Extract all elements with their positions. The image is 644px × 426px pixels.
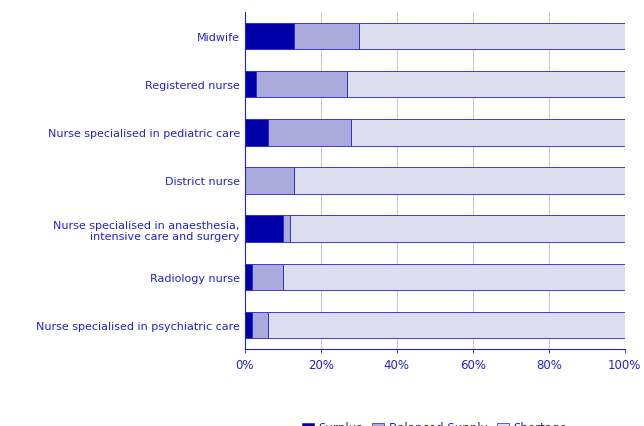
Bar: [245, 23, 294, 50]
Bar: [294, 23, 359, 50]
Bar: [252, 264, 283, 291]
Bar: [245, 168, 294, 194]
Bar: [267, 120, 351, 146]
Bar: [351, 120, 625, 146]
Bar: [245, 120, 267, 146]
Bar: [267, 312, 625, 339]
Bar: [256, 72, 347, 98]
Bar: [347, 72, 625, 98]
Bar: [252, 312, 267, 339]
Bar: [359, 23, 625, 50]
Bar: [294, 168, 625, 194]
Bar: [290, 216, 625, 242]
Bar: [245, 264, 252, 291]
Bar: [283, 264, 625, 291]
Bar: [245, 216, 283, 242]
Legend: Surplus, Balanced Supply, Shortage: Surplus, Balanced Supply, Shortage: [299, 417, 571, 426]
Bar: [245, 312, 252, 339]
Bar: [283, 216, 290, 242]
Bar: [245, 72, 256, 98]
